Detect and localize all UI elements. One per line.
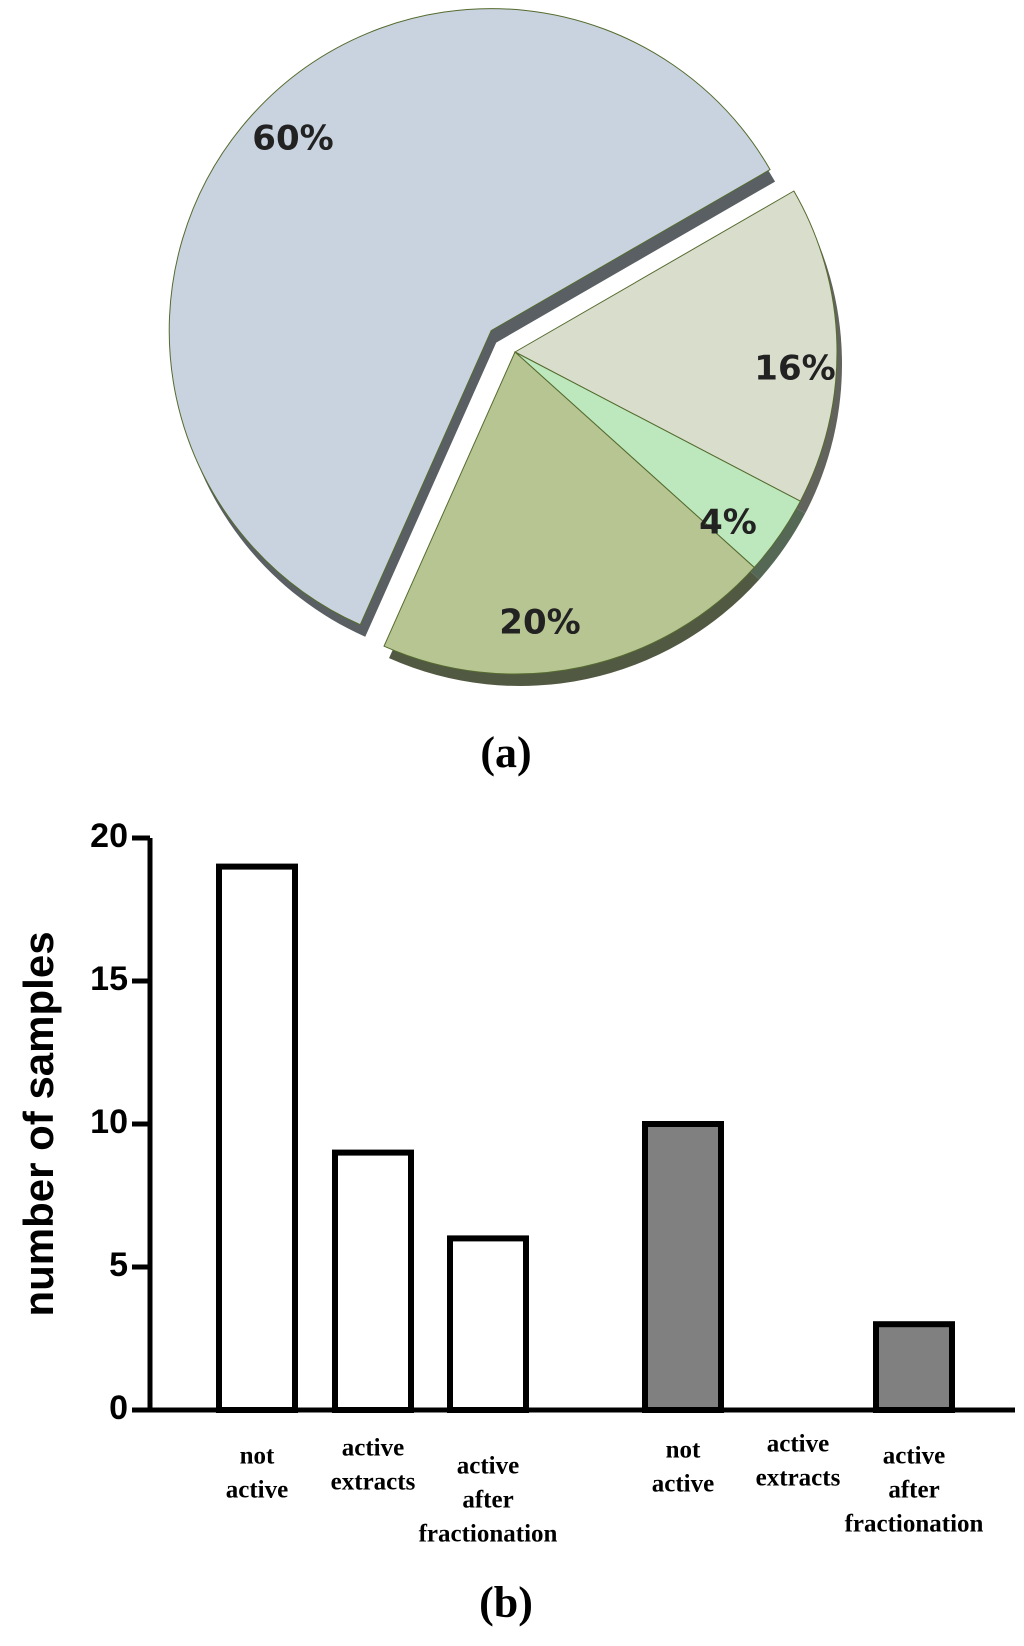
x-tick-label: active [226, 1477, 288, 1504]
x-tick-label: fractionation [419, 1521, 558, 1548]
x-tick-label: after [462, 1487, 513, 1514]
caption: (a) [480, 728, 531, 777]
slice [513, 190, 838, 502]
bar [642, 1121, 724, 1413]
y-tick-label: 15 [90, 960, 128, 998]
slice [168, 8, 771, 626]
x-tick-label: active [883, 1443, 945, 1470]
x-tick-label: extracts [756, 1465, 841, 1492]
y-axis-label: number of samples [15, 931, 62, 1316]
y-tick-label: 10 [90, 1103, 128, 1141]
caption: (b) [479, 1578, 533, 1627]
bar [873, 1321, 955, 1413]
x-tick-label: active [342, 1435, 404, 1462]
x-tick-label: after [888, 1477, 939, 1504]
x-tick-label: active [767, 1431, 829, 1458]
y-tick-label: 0 [109, 1389, 128, 1427]
bar [332, 1149, 414, 1413]
x-tick-label: extracts [331, 1469, 416, 1496]
slice-label: 16% [754, 349, 835, 389]
slice-label: 20% [499, 603, 580, 643]
slice-label: 60% [252, 119, 333, 159]
slice [383, 351, 755, 675]
x-tick-label: fractionation [845, 1511, 984, 1538]
x-tick-label: active [652, 1471, 714, 1498]
slice-label: 4% [699, 503, 757, 543]
x-tick-label: not [240, 1443, 275, 1470]
bar [216, 863, 298, 1413]
x-tick-label: not [666, 1437, 701, 1464]
x-tick-label: active [457, 1453, 519, 1480]
bar [447, 1235, 529, 1414]
y-tick-label: 5 [109, 1246, 128, 1284]
y-tick-label: 20 [90, 817, 128, 855]
